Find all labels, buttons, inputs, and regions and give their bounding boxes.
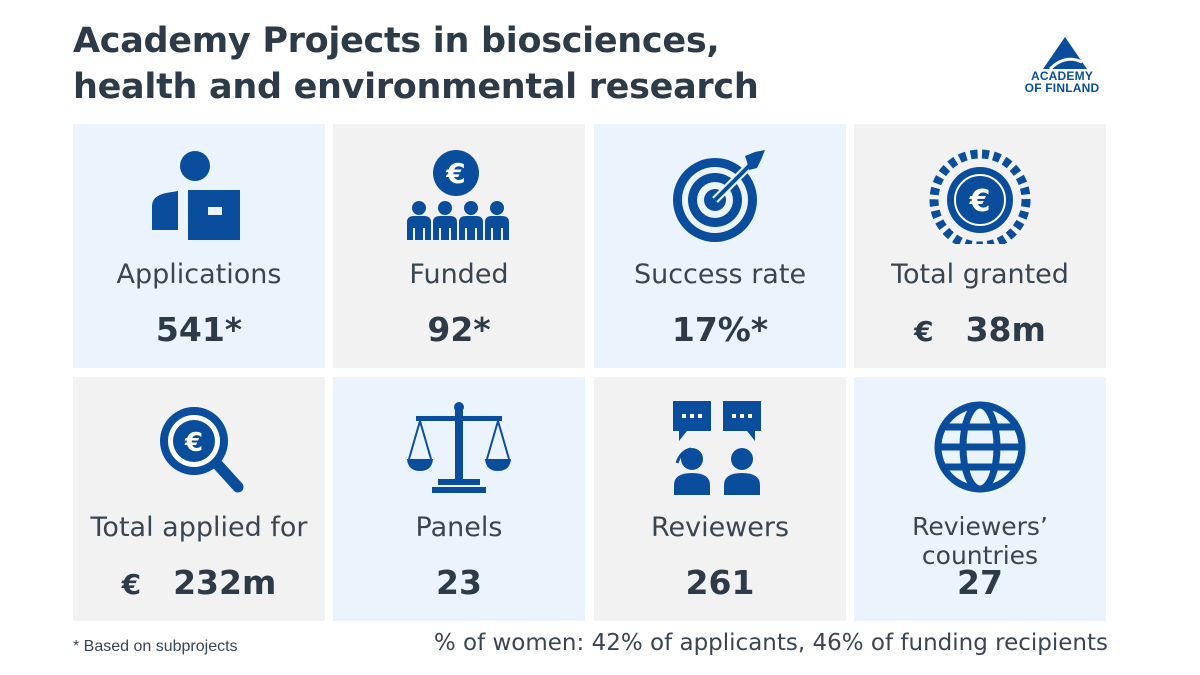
total-applied-value: €232m (73, 563, 325, 602)
footnote: * Based on subprojects (73, 638, 238, 655)
women-text-1: of applicants, (642, 630, 813, 656)
title-line-2: health and environmental research (73, 67, 759, 107)
applications-label: Applications (116, 259, 282, 290)
reviewers-countries-label: Reviewers’ countries (912, 512, 1048, 570)
currency-symbol: € (121, 568, 142, 601)
tile-applications: Applications 541* (73, 124, 325, 368)
women-applicants-pct: 42% (591, 630, 643, 656)
total-granted-unit: m (1011, 310, 1046, 349)
scales-icon (407, 402, 511, 493)
total-granted-number: 38 (965, 310, 1012, 349)
logo-triangle-icon (1043, 37, 1087, 70)
funded-group-euro-icon: € (407, 150, 509, 240)
total-granted-label: Total granted (891, 259, 1069, 290)
svg-text:€: € (969, 184, 991, 219)
euro-magnifier-icon: € (160, 407, 244, 493)
title-line-1: Academy Projects in biosciences, (73, 21, 720, 61)
tile-reviewers: Reviewers 261 (594, 377, 846, 621)
globe-icon (934, 401, 1026, 493)
panels-label: Panels (415, 512, 503, 543)
svg-text:€: € (445, 157, 465, 190)
success-rate-label: Success rate (633, 259, 807, 290)
logo-text-2: OF FINLAND (1024, 81, 1100, 95)
women-share-note: % of women: 42% of applicants, 46% of fu… (434, 630, 1108, 656)
success-rate-value: 17%* (671, 310, 769, 349)
reviewers-label: Reviewers (650, 512, 790, 543)
tile-panels: Panels 23 (333, 377, 585, 621)
svg-text:€: € (184, 428, 203, 458)
tile-total-granted: € Total granted €38m (854, 124, 1106, 368)
funded-value: 92* (427, 310, 491, 349)
funded-label: Funded (409, 259, 509, 290)
total-applied-label: Total applied for (90, 512, 308, 543)
currency-symbol: € (914, 315, 934, 348)
page-title: Academy Projects in biosciences, health … (73, 18, 953, 110)
tile-total-applied: € Total applied for €232m (73, 377, 325, 621)
tile-reviewers-countries: Reviewers’ countries 27 (854, 377, 1106, 621)
panels-value: 23 (436, 563, 482, 602)
academy-of-finland-logo: ACADEMY OF FINLAND (1010, 36, 1120, 110)
euro-coin-icon: € (929, 149, 1031, 244)
reviewers-value: 261 (685, 563, 755, 602)
logo-text-1: ACADEMY (1030, 69, 1094, 83)
total-applied-unit: m (241, 563, 277, 602)
applications-value: 541* (155, 310, 243, 349)
women-recipients-pct: 46% (812, 630, 864, 656)
applicant-icon (152, 151, 240, 240)
total-granted-value: €38m (854, 310, 1106, 349)
reviewers-countries-value: 27 (957, 563, 1003, 602)
women-prefix: % of women: (433, 630, 592, 656)
tile-funded: € Funded 92* (333, 124, 585, 368)
total-applied-number: 232 (173, 563, 242, 602)
reviewers-chat-icon (673, 401, 761, 495)
women-text-2: of funding recipients (863, 630, 1108, 656)
tile-success-rate: Success rate 17%* (594, 124, 846, 368)
target-icon (673, 150, 765, 242)
